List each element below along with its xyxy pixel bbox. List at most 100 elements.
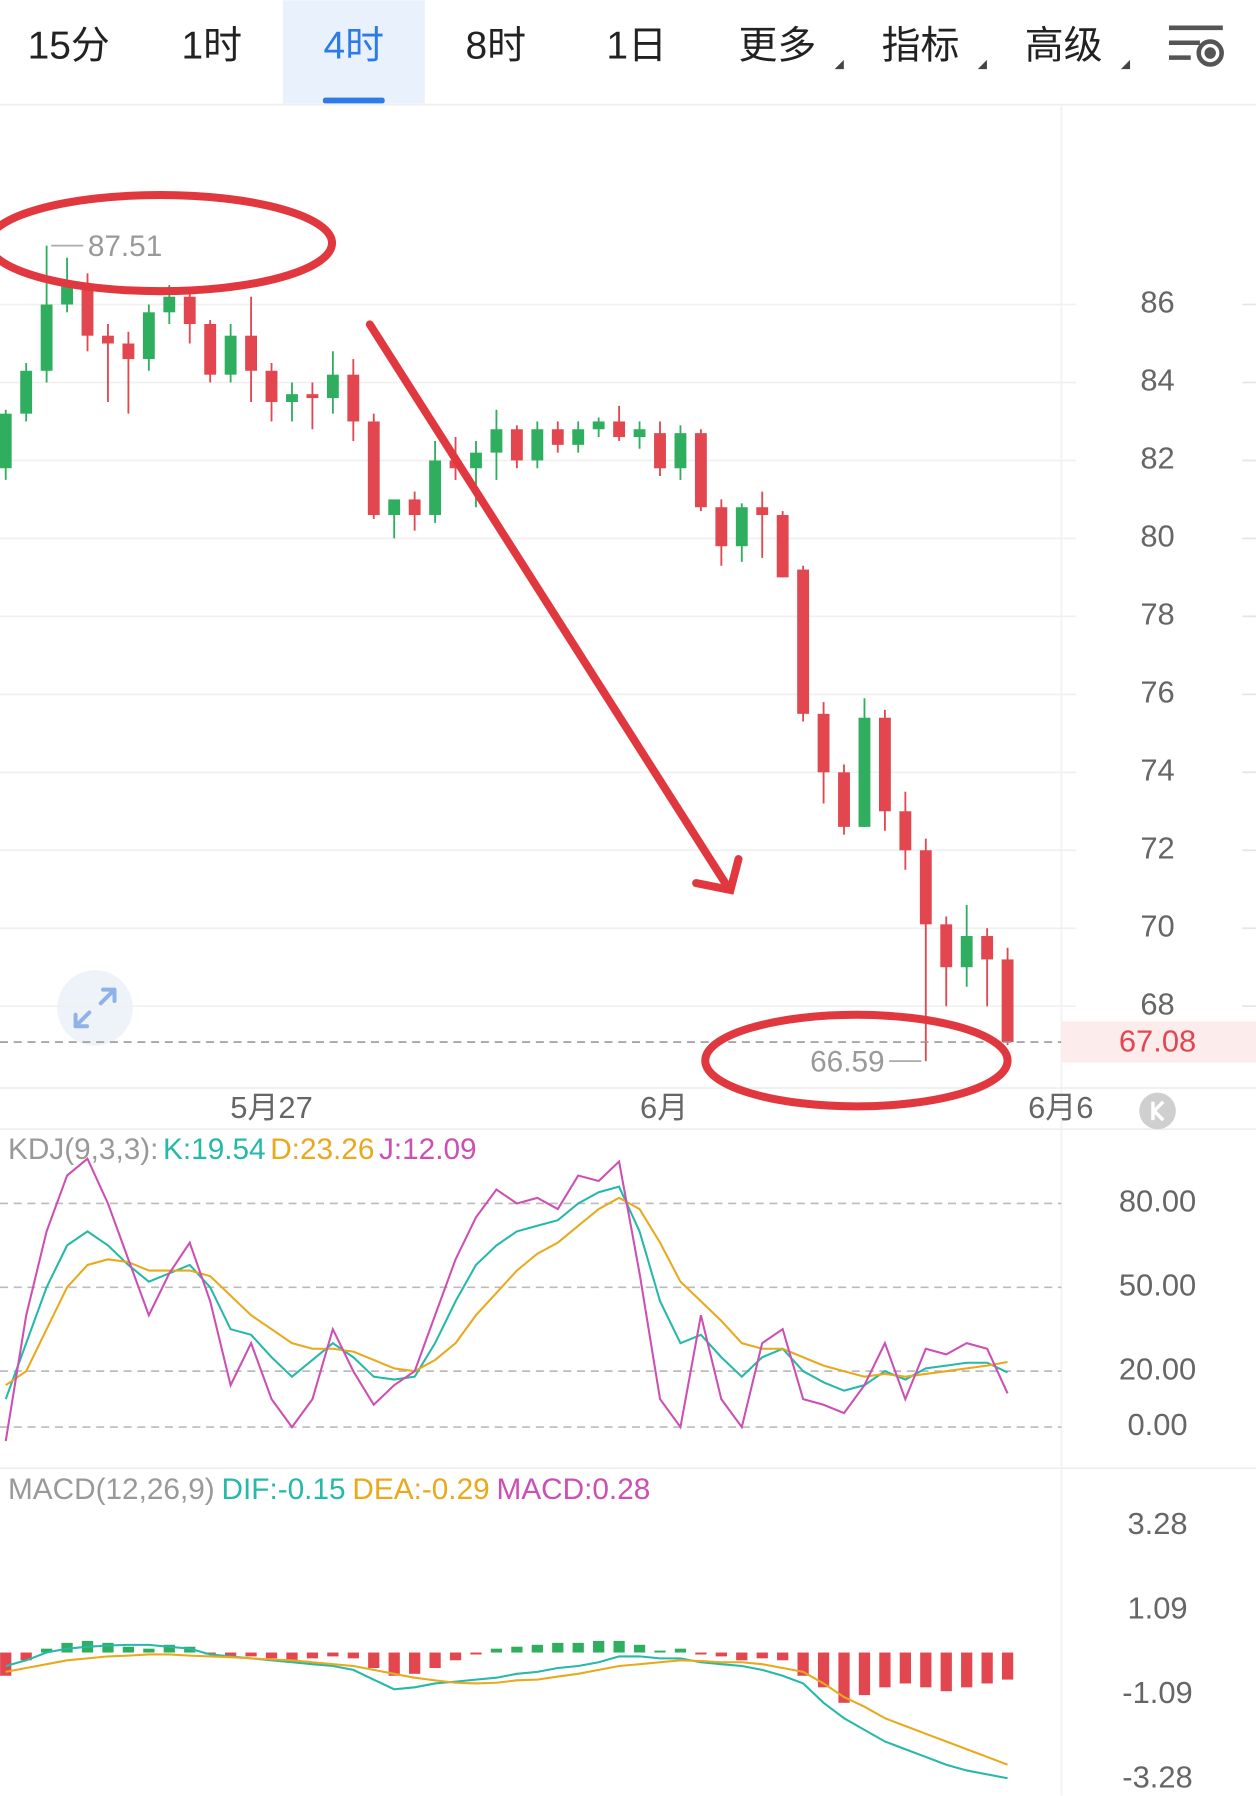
high-label: 87.51 [88, 230, 162, 263]
y-tick-label: 84 [1140, 363, 1174, 398]
y-tick-label: 80.00 [1119, 1184, 1196, 1219]
macd-bar [143, 1648, 155, 1653]
macd-bar [593, 1640, 605, 1653]
macd-bar [981, 1652, 993, 1684]
candle-body [960, 936, 973, 968]
y-tick-label: 20.00 [1119, 1351, 1196, 1386]
tab-bar: 15分 1时 4时 8时 1日 更多 指标 高级 [0, 0, 1256, 106]
legend-entry: MACD:0.28 [497, 1473, 651, 1506]
candle-body [81, 285, 94, 336]
tab-label[interactable]: 1日 [606, 25, 667, 68]
macd-bar [511, 1646, 523, 1653]
indicator-title: KDJ(9,3,3): [8, 1133, 158, 1166]
candle-body [735, 507, 748, 547]
tab-label[interactable]: 1时 [182, 25, 243, 68]
candle-body [674, 433, 687, 469]
candle-body [306, 394, 319, 399]
legend-entry: K:19.54 [163, 1133, 266, 1166]
macd-bar [409, 1652, 421, 1674]
active-tab-indicator [322, 97, 385, 104]
y-tick-label: 3.28 [1127, 1506, 1187, 1541]
candle-body [183, 296, 196, 325]
active-tab-bg [282, 0, 425, 104]
candle-body [654, 433, 666, 469]
icon-gear-hub [1204, 47, 1216, 59]
tab-label[interactable]: 更多 [739, 25, 817, 68]
candle-body [1001, 959, 1014, 1043]
macd-bar [552, 1642, 564, 1653]
dropdown-caret [834, 59, 844, 70]
macd-bar [225, 1652, 237, 1657]
indicator-title: MACD(12,26,9) [8, 1473, 215, 1506]
macd-bar [633, 1644, 646, 1653]
candle-body [838, 772, 850, 827]
macd-bar [40, 1648, 53, 1653]
candle-body [776, 515, 789, 578]
trend-arrow [365, 320, 733, 892]
last-price-bg [1061, 1021, 1256, 1063]
macd-bar [470, 1652, 482, 1655]
candle-body [592, 421, 605, 430]
expand-button[interactable] [57, 970, 133, 1046]
candle-body [367, 421, 380, 516]
candle-body [326, 374, 339, 399]
k-button-bg [1139, 1092, 1176, 1130]
y-tick-label: 78 [1140, 597, 1174, 632]
candle-body [61, 285, 73, 305]
macd-bar [368, 1652, 380, 1669]
tab-label[interactable]: 15分 [28, 25, 110, 68]
macd-bar [654, 1650, 666, 1653]
macd-bar [490, 1648, 503, 1653]
macd-bar [1001, 1652, 1014, 1680]
legend-entry: J:12.09 [379, 1133, 477, 1166]
candle-body [429, 460, 442, 516]
y-tick-label: 72 [1140, 830, 1174, 865]
macd-bar [388, 1652, 400, 1676]
macd-bar [817, 1652, 830, 1688]
macd-bar [265, 1652, 278, 1659]
indicator-line [4, 1185, 1008, 1400]
candle-body [756, 507, 769, 516]
y-tick-label: 82 [1140, 441, 1174, 476]
y-tick-label: 0.00 [1127, 1407, 1187, 1442]
tab-label[interactable]: 高级 [1025, 25, 1103, 68]
macd-bar [347, 1652, 359, 1659]
candle-body [20, 370, 33, 414]
annotation-overlay [0, 191, 1012, 1111]
macd-bar [736, 1652, 748, 1661]
legend-entry: D:23.26 [270, 1133, 374, 1166]
y-tick-label: 80 [1140, 519, 1174, 554]
y-tick-label: 86 [1140, 285, 1174, 320]
macd-bar [449, 1652, 462, 1661]
candle-body [797, 569, 810, 714]
tab-label[interactable]: 4时 [324, 25, 385, 68]
candle-body [40, 304, 53, 371]
macd-bar [920, 1652, 932, 1688]
candle-body [572, 429, 585, 445]
candle-body [122, 343, 135, 360]
tab-label[interactable]: 8时 [465, 25, 526, 68]
tab-label[interactable]: 指标 [882, 25, 960, 68]
macd-bar [613, 1640, 625, 1653]
candle-body [0, 413, 12, 469]
macd-bar [797, 1652, 809, 1676]
legend-entry: DIF:-0.15 [222, 1473, 346, 1506]
settings-icon[interactable] [1168, 25, 1224, 67]
macd-bar [777, 1652, 789, 1661]
candle-body [878, 717, 891, 812]
candle-body [715, 507, 728, 547]
candle-body [142, 312, 155, 360]
candle-body [265, 370, 278, 402]
macd-bar [674, 1648, 687, 1653]
k-button[interactable] [1139, 1092, 1176, 1130]
macd-bar [858, 1652, 871, 1696]
x-tick-label: 6月6 [1028, 1090, 1093, 1125]
macd-bar [695, 1652, 707, 1655]
low-label: 66.59 [810, 1045, 884, 1078]
icon-gear [1196, 39, 1224, 67]
macd-bar [327, 1652, 339, 1657]
x-tick-label: 6月 [640, 1090, 688, 1125]
legend-entry: DEA:-0.29 [352, 1473, 489, 1506]
